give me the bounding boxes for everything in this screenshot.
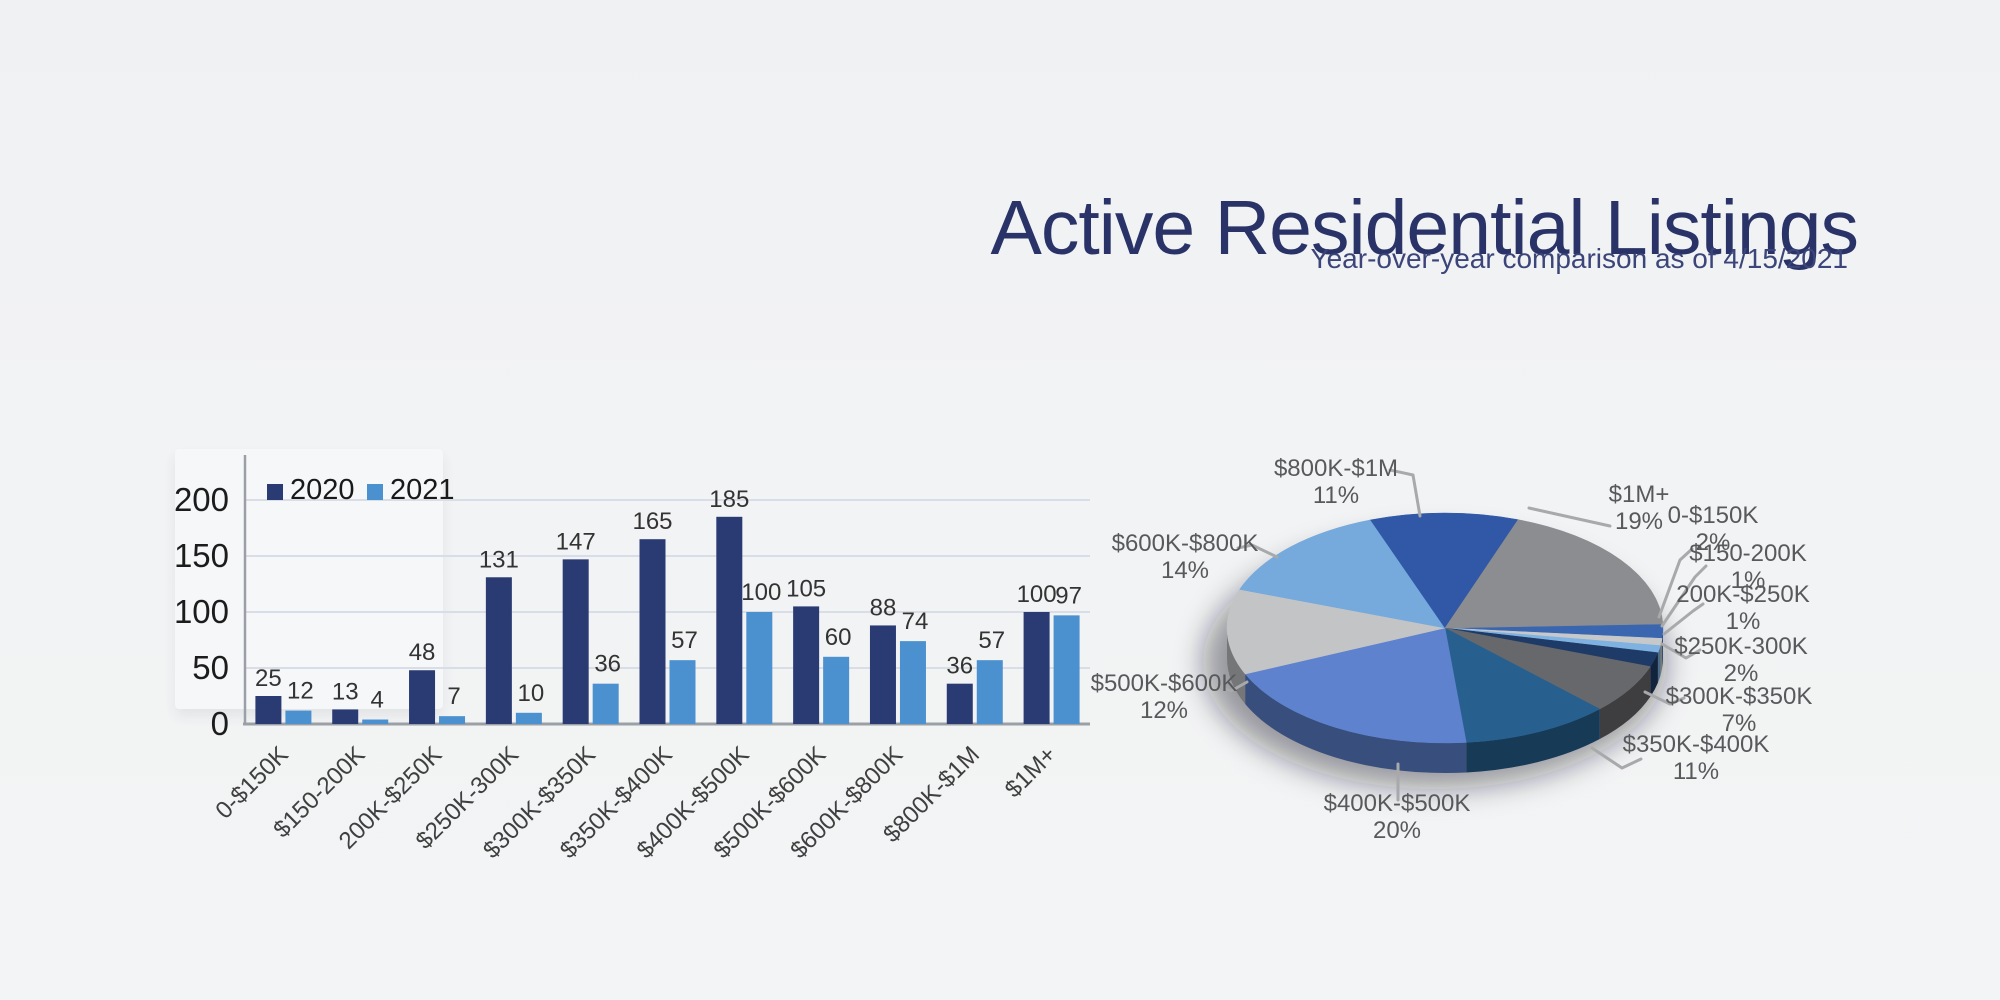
- legend-label-2020: 2020: [290, 474, 355, 506]
- bar-2020: [562, 559, 589, 724]
- pie-label: $1M+ 19%: [1609, 481, 1670, 535]
- pie-label: $150-200K 1%: [1689, 540, 1806, 594]
- bar-2020: [639, 539, 666, 724]
- pie-label: $800K-$1M 11%: [1274, 455, 1398, 509]
- pie-label: $350K-$400K 11%: [1623, 731, 1770, 785]
- bar-value-2021: 57: [671, 627, 698, 654]
- bar-2020: [716, 516, 743, 724]
- bar-2020: [869, 625, 896, 724]
- pie-label: $500K-$600K 12%: [1091, 670, 1238, 724]
- bar-2021: [362, 719, 389, 724]
- bar-2021: [669, 660, 696, 724]
- bar-2021: [439, 716, 466, 724]
- y-axis-tick: 100: [174, 593, 229, 630]
- pie-slice-side: [1660, 638, 1663, 676]
- bar-value-2021: 60: [825, 624, 852, 651]
- pie-leader-line: [1388, 468, 1422, 518]
- page-title: Active Residential Listings: [990, 184, 1859, 271]
- pie-leader-line: [1657, 547, 1694, 619]
- bar-2021: [515, 712, 542, 724]
- pie-slice: [1370, 512, 1519, 629]
- bar-value-2021: 12: [287, 678, 314, 705]
- bar-2020: [1023, 612, 1050, 724]
- bar-2020: [255, 696, 282, 724]
- bar-2021: [899, 641, 926, 724]
- pie-leader-line: [1236, 543, 1279, 559]
- bar-2020: [332, 709, 359, 724]
- pie-leader-line: [1660, 564, 1708, 628]
- bar-2021: [1053, 615, 1080, 724]
- bar-2021: [592, 683, 619, 724]
- bar-value-2021: 36: [594, 651, 621, 678]
- legend-swatch-2021: [367, 484, 383, 500]
- pie-slice: [1239, 519, 1446, 629]
- bar-value-2021: 4: [371, 687, 384, 714]
- pie-slice: [1444, 627, 1601, 743]
- y-axis-tick: 0: [211, 705, 229, 742]
- bar-value-2020: 36: [946, 653, 973, 680]
- pie-slice-side: [1466, 709, 1600, 773]
- pie-label: 0-$150K 2%: [1668, 502, 1759, 556]
- pie-slice: [1244, 627, 1467, 744]
- pie-slice-side: [1599, 666, 1651, 740]
- legend-label-2021: 2021: [390, 474, 455, 506]
- bar-value-2020: 185: [709, 486, 749, 513]
- pie-leader-line: [1590, 746, 1643, 770]
- pie-leader-line: [1660, 642, 1702, 660]
- bar-value-2021: 100: [741, 579, 781, 606]
- y-axis-tick: 150: [174, 537, 229, 574]
- y-axis-tick: 200: [174, 481, 229, 518]
- pie-label: 200K-$250K 1%: [1676, 581, 1809, 635]
- bar-value-2020: 105: [786, 575, 826, 602]
- bar-value-2020: 13: [332, 678, 359, 705]
- page-subtitle: Year-over-year comparison as of 4/15/202…: [1310, 243, 1849, 274]
- bar-value-2020: 131: [479, 546, 519, 573]
- pie-label: $600K-$800K 14%: [1112, 530, 1259, 584]
- pie-slice: [1444, 519, 1664, 629]
- legend-swatch-2020: [267, 484, 283, 500]
- bar-2021: [746, 612, 773, 724]
- bar-2020: [485, 577, 512, 724]
- bar-2021: [285, 710, 312, 724]
- bar-2021: [823, 656, 850, 724]
- pie-chart: 0-$150K 2%$150-200K 1%200K-$250K 1%$250K-30…: [1091, 455, 1813, 844]
- bar-2021: [976, 660, 1003, 724]
- pie-leader-line: [1527, 506, 1612, 528]
- bar-value-2021: 7: [447, 683, 460, 710]
- pie-leader-line: [1219, 680, 1249, 693]
- pie-slice-side: [1657, 645, 1661, 683]
- pie-label: $300K-$350K 7%: [1666, 683, 1813, 737]
- pie-slice-side: [1245, 674, 1467, 774]
- bar-value-2020: 100: [1017, 581, 1057, 608]
- background-panel: [175, 449, 443, 709]
- bar-value-2021: 10: [518, 680, 545, 707]
- bar-2020: [409, 670, 436, 724]
- bar-2020: [793, 606, 820, 724]
- bar-value-2020: 147: [556, 528, 596, 555]
- bar-value-2021: 97: [1055, 582, 1082, 609]
- bar-value-2020: 165: [632, 508, 672, 535]
- bar-2020: [946, 683, 973, 724]
- y-axis-tick: 50: [192, 649, 229, 686]
- bar-value-2020: 48: [409, 639, 436, 666]
- pie-slice: [1226, 589, 1446, 675]
- pie-leader-line: [1662, 602, 1705, 636]
- x-axis-label: $1M+: [1000, 741, 1062, 803]
- bar-value-2020: 25: [255, 665, 282, 692]
- pie-label: $400K-$500K 20%: [1324, 790, 1471, 844]
- bar-value-2020: 88: [870, 594, 897, 621]
- pie-leader-line: [1643, 690, 1686, 706]
- bar-value-2021: 74: [902, 608, 929, 635]
- bar-value-2021: 57: [978, 627, 1005, 654]
- pie-label: $250K-300K 2%: [1674, 633, 1807, 687]
